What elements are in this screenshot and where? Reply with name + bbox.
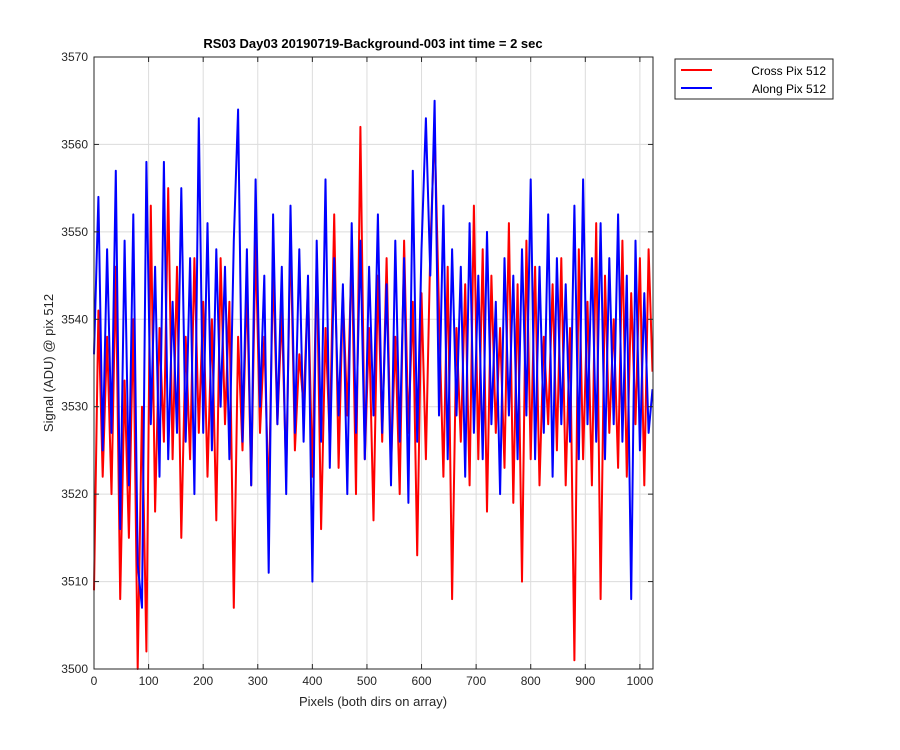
legend-label-cross: Cross Pix 512 [751, 64, 826, 78]
axes-box [93, 56, 654, 670]
y-axis-label: Signal (ADU) @ pix 512 [41, 294, 56, 432]
chart-title: RS03 Day03 20190719-Background-003 int t… [203, 36, 542, 51]
x-tick-label: 1000 [627, 674, 654, 688]
x-tick-label: 300 [248, 674, 268, 688]
series-line-along-pix-512 [93, 99, 654, 609]
y-tick-label: 3560 [61, 137, 88, 151]
y-tick-label: 3520 [61, 487, 88, 501]
x-tick-label: 200 [193, 674, 213, 688]
y-tick-label: 3510 [61, 575, 88, 589]
y-tick-label: 3530 [61, 400, 88, 414]
series-layer [93, 99, 654, 670]
x-tick-label: 400 [302, 674, 322, 688]
y-tick-label: 3540 [61, 312, 88, 326]
legend-label-along: Along Pix 512 [752, 82, 826, 96]
x-tick-label: 600 [412, 674, 432, 688]
plot-area: 0 100 200 300 400 500 600 700 800 900 1000 3500 3510… [61, 50, 653, 688]
x-tick-label: 100 [139, 674, 159, 688]
x-tick-label: 0 [91, 674, 98, 688]
x-tick-label: 500 [357, 674, 377, 688]
ticks: 0 100 200 300 400 500 600 700 800 900 1000 3500 3510… [61, 50, 653, 688]
legend-box [674, 58, 834, 100]
x-tick-label: 900 [575, 674, 595, 688]
x-tick-label: 800 [521, 674, 541, 688]
y-tick-label: 3500 [61, 662, 88, 676]
y-tick-label: 3550 [61, 225, 88, 239]
legend: Cross Pix 512 Along Pix 512 [674, 58, 834, 100]
y-tick-label: 3570 [61, 50, 88, 64]
x-axis-label: Pixels (both dirs on array) [299, 694, 447, 709]
x-tick-label: 700 [466, 674, 486, 688]
